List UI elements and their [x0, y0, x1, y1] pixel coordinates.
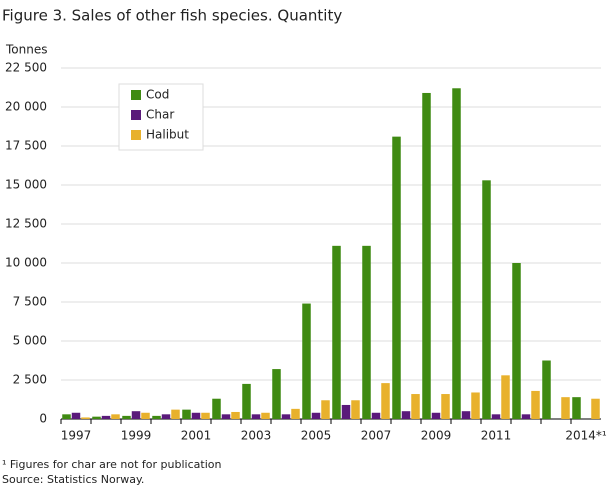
bar	[291, 408, 300, 419]
y-tick-label: 17 500	[5, 139, 47, 153]
y-tick-label: 2 500	[13, 373, 47, 387]
legend-label: Char	[146, 108, 174, 122]
legend-label: Halibut	[146, 128, 189, 142]
y-tick-label: 20 000	[5, 100, 47, 114]
bar	[351, 400, 360, 419]
legend-swatch	[131, 90, 141, 100]
bar	[281, 414, 291, 419]
bar	[452, 88, 461, 419]
bar	[572, 397, 581, 419]
bar	[71, 412, 81, 419]
x-tick-label: 2007	[361, 429, 392, 443]
bar	[411, 394, 420, 419]
bar	[62, 414, 71, 419]
bar	[561, 397, 570, 419]
bar	[161, 414, 171, 419]
bar	[212, 398, 221, 419]
x-tick-label: 2003	[241, 429, 272, 443]
bar	[231, 411, 240, 419]
x-tick-label: 2005	[301, 429, 332, 443]
bar	[171, 409, 180, 419]
x-tick-label: 2011	[481, 429, 512, 443]
bar	[111, 414, 120, 419]
bar	[261, 412, 270, 419]
bar	[251, 414, 261, 419]
bar	[422, 92, 431, 420]
bar	[371, 412, 381, 419]
y-tick-label: 0	[39, 412, 47, 426]
x-tick-label: 1999	[121, 429, 152, 443]
bar	[321, 400, 330, 419]
bar	[191, 412, 201, 419]
bar	[131, 411, 141, 419]
y-tick-label: 7 500	[13, 295, 47, 309]
legend-swatch	[131, 130, 141, 140]
y-tick-label: 12 500	[5, 217, 47, 231]
bar	[491, 414, 501, 419]
bar	[302, 303, 311, 419]
x-tick-label: 2009	[421, 429, 452, 443]
bar	[401, 411, 411, 419]
bar	[501, 375, 510, 419]
bar	[341, 404, 351, 419]
x-tick-label: 2001	[181, 429, 212, 443]
bar	[362, 245, 371, 419]
bar	[512, 263, 521, 419]
bar	[392, 136, 401, 419]
y-tick-label: 10 000	[5, 256, 47, 270]
x-tick-label: 1997	[61, 429, 92, 443]
bar	[182, 409, 191, 419]
bar	[441, 394, 450, 419]
x-tick-label: 2014*¹	[565, 429, 607, 443]
bar	[531, 390, 540, 419]
bar	[201, 412, 210, 419]
bar	[542, 360, 551, 419]
y-tick-label: 22 500	[5, 61, 47, 75]
bar	[272, 369, 281, 419]
bar	[381, 383, 390, 419]
bar	[471, 392, 480, 419]
bar	[482, 180, 491, 419]
legend-label: Cod	[146, 88, 169, 102]
footnote: Source: Statistics Norway.	[2, 473, 144, 486]
bar	[242, 383, 251, 419]
bar	[591, 398, 600, 419]
bar	[122, 415, 131, 419]
bar	[461, 411, 471, 419]
bar	[152, 415, 161, 419]
y-tick-label: 5 000	[13, 334, 47, 348]
bar	[431, 412, 441, 419]
bar	[141, 412, 150, 419]
y-axis-label: Tonnes	[5, 43, 47, 57]
bar	[332, 245, 341, 419]
bar	[311, 412, 321, 419]
y-tick-label: 15 000	[5, 178, 47, 192]
bar	[221, 414, 231, 419]
bar	[92, 416, 101, 419]
chart-title: Figure 3. Sales of other fish species. Q…	[2, 7, 342, 25]
legend-swatch	[131, 110, 141, 120]
bar	[101, 415, 111, 419]
footnote: ¹ Figures for char are not for publicati…	[2, 458, 221, 471]
bar	[81, 417, 90, 419]
bar	[521, 414, 531, 419]
